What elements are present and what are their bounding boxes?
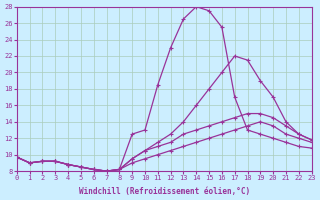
X-axis label: Windchill (Refroidissement éolien,°C): Windchill (Refroidissement éolien,°C) (79, 187, 250, 196)
